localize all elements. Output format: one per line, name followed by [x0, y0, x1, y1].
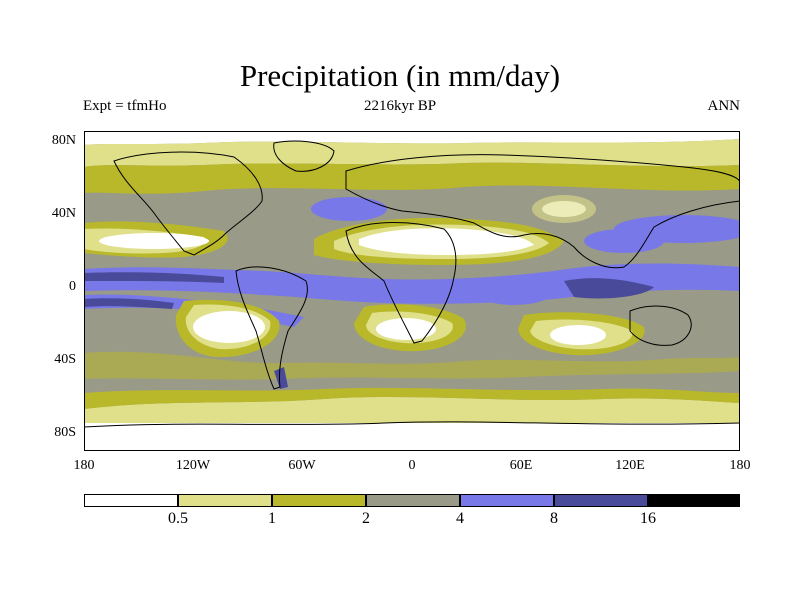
colorbar-label-0.5: 0.5 [168, 510, 188, 527]
patagonia-wet-spot [274, 367, 288, 389]
south-subpolar-yellow-band [84, 397, 740, 423]
eurasia-outline [345, 154, 740, 269]
north-olive-band [84, 162, 740, 194]
indian-ocean-wet [474, 277, 554, 305]
lon-label-60w: 60W [288, 458, 316, 473]
atlantic-storm-track [311, 197, 387, 221]
coastlines [84, 140, 740, 428]
colorbar-box-below-0.5 [84, 494, 178, 507]
colorbar-box-above-16 [648, 494, 740, 507]
time-label: 2216kyr BP [363, 98, 437, 114]
lon-label-180e: 180 [729, 458, 751, 473]
north-pacific-dry-core [99, 233, 209, 249]
precipitation-map [84, 131, 740, 451]
lon-label-60e: 60E [509, 458, 533, 473]
colorbar-label-4: 4 [456, 510, 464, 527]
africa-outline [345, 222, 457, 344]
itcz-heavy-core-pacific [84, 272, 224, 283]
lat-label-80n: 80N [51, 133, 76, 148]
east-asia-wet-patch [584, 229, 664, 253]
itcz-heavy-core-indopacific [564, 278, 654, 299]
map-border [84, 131, 740, 451]
lat-label-40s: 40S [54, 352, 76, 367]
antarctica-outline [84, 421, 740, 428]
south-pacific-heavy-core [84, 298, 174, 309]
colorbar-box-0.5-1 [178, 494, 272, 507]
colorbar-box-1-2 [272, 494, 366, 507]
south-indian-dry-core [550, 325, 606, 345]
south-america-outline [235, 266, 308, 390]
colorbar-label-1: 1 [268, 510, 276, 527]
sahara-dry-core [359, 228, 534, 255]
colorbar-box-4-8 [460, 494, 554, 507]
lat-label-0: 0 [69, 279, 76, 294]
south-atlantic-dry-core [376, 318, 436, 340]
colorbar-label-8: 8 [550, 510, 558, 527]
colorbar-box-8-16 [554, 494, 648, 507]
north-polar-yellow-band [84, 139, 740, 167]
north-america-outline [113, 151, 263, 256]
lat-label-80s: 80S [54, 425, 76, 440]
greenland-outline [273, 140, 335, 172]
colorbar-box-2-4 [366, 494, 460, 507]
season-label: ANN [707, 98, 741, 114]
central-asia-yellow [532, 195, 596, 223]
lat-label-40n: 40N [51, 206, 76, 221]
lon-label-120e: 120E [615, 458, 645, 473]
south-polar-dry-band [84, 423, 740, 451]
plot-title: Precipitation (in mm/day) [239, 58, 561, 93]
south-subpolar-olive-band [84, 387, 740, 409]
lon-label-0: 0 [408, 458, 416, 473]
south-pacific-dry-core [193, 311, 265, 343]
colorbar-label-2: 2 [362, 510, 370, 527]
south-midlatitude-olive [84, 351, 740, 380]
australia-outline [629, 305, 692, 346]
lon-label-180w: 180 [73, 458, 95, 473]
lon-label-120w: 120W [175, 458, 211, 473]
colorbar-label-16: 16 [640, 510, 656, 527]
experiment-label: Expt = tfmHo [83, 98, 167, 114]
north-polar-dry-band [84, 131, 740, 145]
